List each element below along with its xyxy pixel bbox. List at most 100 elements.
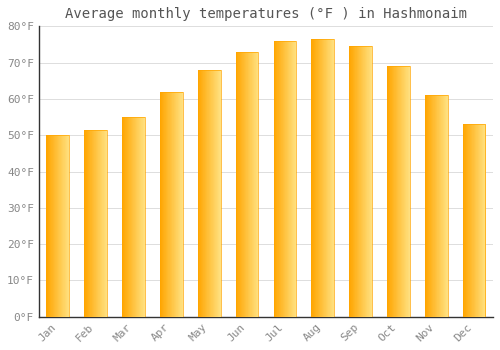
Bar (408, 66, 410, 317)
Bar (324, 39, 325, 317)
Bar (170, 92, 171, 317)
Bar (431, 95, 432, 317)
Bar (388, 66, 389, 317)
Bar (407, 66, 408, 317)
Bar (206, 70, 207, 317)
Bar (255, 52, 256, 317)
Bar (362, 46, 363, 317)
Bar (433, 95, 434, 317)
Bar (48, 135, 50, 317)
Bar (318, 39, 319, 317)
Bar (437, 95, 438, 317)
Bar (365, 46, 366, 317)
Bar (332, 39, 333, 317)
Bar (479, 124, 480, 317)
Bar (218, 70, 219, 317)
Bar (56, 135, 57, 317)
Bar (53, 135, 54, 317)
Bar (470, 124, 471, 317)
Bar (241, 52, 242, 317)
Bar (216, 70, 217, 317)
Bar (165, 92, 166, 317)
Bar (131, 117, 132, 317)
Bar (181, 92, 182, 317)
Bar (275, 41, 276, 317)
Bar (128, 117, 129, 317)
Bar (92, 130, 94, 317)
Bar (395, 66, 396, 317)
Bar (463, 124, 485, 317)
Bar (129, 117, 130, 317)
Bar (46, 135, 47, 317)
Bar (178, 92, 180, 317)
Bar (441, 95, 442, 317)
Bar (256, 52, 258, 317)
Bar (58, 135, 59, 317)
Bar (392, 66, 393, 317)
Bar (478, 124, 480, 317)
Bar (400, 66, 402, 317)
Bar (440, 95, 441, 317)
Bar (396, 66, 398, 317)
Bar (361, 46, 362, 317)
Bar (286, 41, 287, 317)
Bar (51, 135, 52, 317)
Bar (172, 92, 173, 317)
Bar (174, 92, 176, 317)
Bar (132, 117, 133, 317)
Bar (473, 124, 474, 317)
Bar (480, 124, 481, 317)
Bar (483, 124, 484, 317)
Bar (162, 92, 163, 317)
Bar (169, 92, 170, 317)
Bar (60, 135, 61, 317)
Bar (364, 46, 365, 317)
Bar (387, 66, 410, 317)
Bar (287, 41, 288, 317)
Bar (464, 124, 465, 317)
Bar (295, 41, 296, 317)
Bar (102, 130, 103, 317)
Bar (214, 70, 215, 317)
Bar (468, 124, 469, 317)
Bar (63, 135, 64, 317)
Bar (435, 95, 436, 317)
Bar (290, 41, 291, 317)
Bar (430, 95, 431, 317)
Bar (333, 39, 334, 317)
Bar (400, 66, 401, 317)
Bar (432, 95, 433, 317)
Bar (321, 39, 322, 317)
Bar (276, 41, 277, 317)
Bar (371, 46, 372, 317)
Bar (62, 135, 63, 317)
Bar (59, 135, 60, 317)
Bar (484, 124, 485, 317)
Bar (398, 66, 399, 317)
Bar (358, 46, 359, 317)
Bar (315, 39, 316, 317)
Bar (47, 135, 48, 317)
Bar (134, 117, 135, 317)
Bar (444, 95, 445, 317)
Bar (482, 124, 484, 317)
Bar (429, 95, 430, 317)
Bar (428, 95, 429, 317)
Bar (392, 66, 394, 317)
Bar (406, 66, 407, 317)
Bar (328, 39, 329, 317)
Bar (86, 130, 87, 317)
Bar (439, 95, 440, 317)
Bar (409, 66, 410, 317)
Bar (399, 66, 400, 317)
Bar (50, 135, 51, 317)
Bar (139, 117, 140, 317)
Bar (285, 41, 286, 317)
Bar (237, 52, 238, 317)
Bar (356, 46, 357, 317)
Title: Average monthly temperatures (°F ) in Hashmonaim: Average monthly temperatures (°F ) in Ha… (65, 7, 467, 21)
Bar (57, 135, 58, 317)
Bar (160, 92, 161, 317)
Bar (476, 124, 477, 317)
Bar (105, 130, 106, 317)
